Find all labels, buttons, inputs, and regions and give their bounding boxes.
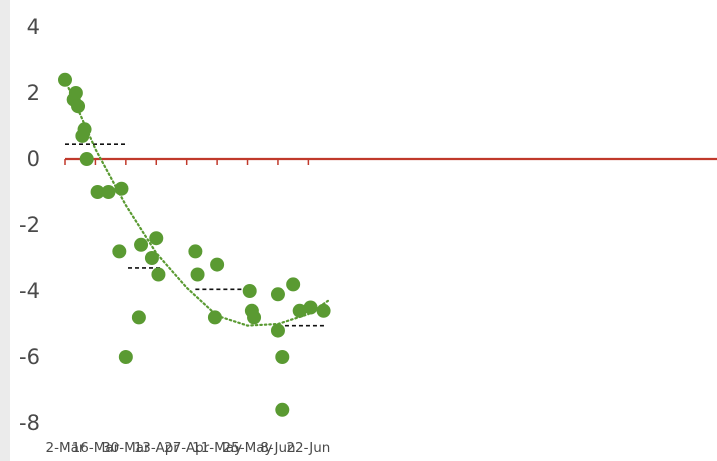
data-point [242,284,257,298]
x-tick-label: 30-Mar [102,440,150,456]
data-point [210,257,225,272]
data-point [270,287,285,302]
x-tick-label: 2-Mar [46,440,85,456]
x-tick-label: 16-Mar [72,440,120,456]
data-point [303,300,318,315]
data-point [131,310,146,325]
y-tick-label: -8 [19,411,40,435]
data-point [79,152,94,166]
data-point [90,185,105,199]
data-point [68,86,83,100]
data-point [77,122,92,137]
data-point [270,323,285,338]
data-point [188,244,203,259]
data-point [151,267,166,282]
trend-line [63,78,329,327]
chart-panel: 4 2 0 -2 -4 -6 -8 2-Mar 16-Mar 30-Mar 13-Apr 27-Apr… [10,0,717,461]
data-point [112,244,127,259]
y-tick-label: -2 [19,213,40,237]
x-tick-label: 27-Apr [164,440,210,456]
data-point [275,350,290,364]
data-point [316,303,331,318]
x-tick-label: 13-Apr [134,440,180,456]
x-tick-label: 25-May [223,440,273,456]
x-tick-label: 22-Jun [286,440,330,456]
data-point [247,310,262,325]
data-point [58,72,72,87]
y-tick-label: -6 [19,345,40,369]
y-tick-label: 0 [27,147,40,171]
data-point [101,185,116,199]
data-point [144,251,159,265]
data-point [286,277,301,292]
data-point [71,99,86,114]
data-point [149,231,164,246]
x-tick-label: 8-Jun [260,440,295,456]
y-tick-label: -4 [19,279,40,303]
scatter-chart: 4 2 0 -2 -4 -6 -8 2-Mar16-Mar30-Mar13-Apr27-Apr… [19,15,717,456]
y-tick-label: 4 [27,15,40,39]
data-point [207,310,222,325]
data-point [118,350,133,364]
data-point [292,303,307,318]
x-tick-label: 11-May [192,440,242,456]
data-point [190,267,205,282]
data-point [114,181,129,196]
y-tick-label: 2 [27,81,40,105]
data-point [275,402,290,417]
data-point [134,237,149,252]
